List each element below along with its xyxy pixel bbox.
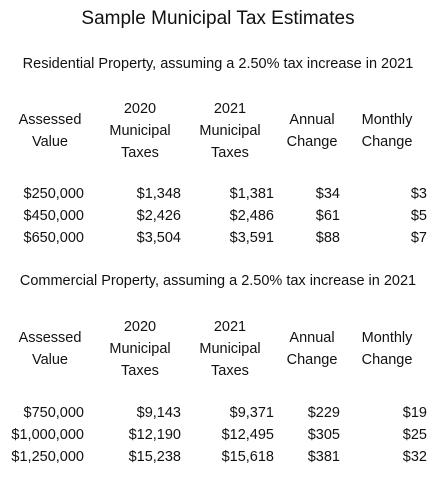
header-assessed-value: Assessed Value	[10, 109, 90, 153]
header-line: Value	[31, 352, 68, 368]
header-line: 2020	[123, 319, 157, 335]
assessed-value-cell: $650,000	[23, 230, 84, 246]
tax-2021-cell: $15,618	[221, 449, 274, 465]
assessed-value-cell: $450,000	[23, 208, 84, 224]
annual-change-cell: $229	[307, 405, 340, 421]
monthly-change-cell: $32	[402, 449, 427, 465]
monthly-change-cell: $19	[402, 405, 427, 421]
header-line: Municipal	[109, 341, 171, 357]
header-line: Taxes	[121, 363, 159, 379]
header-annual-change: Annual Change	[278, 327, 346, 371]
header-monthly-change: Monthly Change	[350, 327, 424, 371]
header-line: Assessed	[18, 112, 82, 128]
header-line: Change	[361, 352, 413, 368]
table-row: $750,000 $9,143 $9,371 $229 $19	[0, 402, 436, 424]
header-annual-change: Annual Change	[278, 109, 346, 153]
annual-change-cell: $61	[315, 208, 340, 224]
header-line: Municipal	[199, 341, 261, 357]
header-line: 2020	[123, 101, 157, 117]
header-line: Monthly	[361, 112, 413, 128]
table-row: $250,000 $1,348 $1,381 $34 $3	[0, 183, 436, 205]
table-row: $1,000,000 $12,190 $12,495 $305 $25	[0, 424, 436, 446]
assessed-value-cell: $1,000,000	[11, 427, 84, 443]
monthly-change-cell: $25	[402, 427, 427, 443]
header-assessed-value: Assessed Value	[10, 327, 90, 371]
tax-2021-cell: $1,381	[229, 186, 274, 202]
tax-2020-cell: $9,143	[136, 405, 181, 421]
page-title: Sample Municipal Tax Estimates	[81, 8, 355, 29]
annual-change-cell: $34	[315, 186, 340, 202]
header-line: Municipal	[199, 123, 261, 139]
monthly-change-cell: $5	[410, 208, 427, 224]
residential-section-heading: Residential Property, assuming a 2.50% t…	[22, 56, 414, 72]
header-line: Monthly	[361, 330, 413, 346]
header-line: 2021	[213, 319, 247, 335]
header-line: Change	[286, 352, 338, 368]
header-line: Annual	[289, 330, 335, 346]
tax-2021-cell: $2,486	[229, 208, 274, 224]
tax-2020-cell: $12,190	[128, 427, 181, 443]
header-line: Taxes	[211, 363, 249, 379]
monthly-change-cell: $3	[410, 186, 427, 202]
header-2020-taxes: 2020 Municipal Taxes	[98, 316, 182, 382]
header-line: Change	[286, 134, 338, 150]
header-2021-taxes: 2021 Municipal Taxes	[188, 98, 272, 164]
header-monthly-change: Monthly Change	[350, 109, 424, 153]
header-line: Value	[31, 134, 68, 150]
annual-change-cell: $88	[315, 230, 340, 246]
header-line: Change	[361, 134, 413, 150]
assessed-value-cell: $750,000	[23, 405, 84, 421]
header-line: Municipal	[109, 123, 171, 139]
annual-change-cell: $381	[307, 449, 340, 465]
monthly-change-cell: $7	[410, 230, 427, 246]
table-row: $650,000 $3,504 $3,591 $88 $7	[0, 227, 436, 249]
header-line: Taxes	[121, 145, 159, 161]
header-line: Assessed	[18, 330, 82, 346]
table-row: $450,000 $2,426 $2,486 $61 $5	[0, 205, 436, 227]
annual-change-cell: $305	[307, 427, 340, 443]
tax-2020-cell: $3,504	[136, 230, 181, 246]
commercial-section-heading: Commercial Property, assuming a 2.50% ta…	[19, 273, 417, 289]
table-row: $1,250,000 $15,238 $15,618 $381 $32	[0, 446, 436, 468]
header-line: 2021	[213, 101, 247, 117]
header-line: Taxes	[211, 145, 249, 161]
assessed-value-cell: $250,000	[23, 186, 84, 202]
tax-2021-cell: $12,495	[221, 427, 274, 443]
header-line: Annual	[289, 112, 335, 128]
tax-2020-cell: $2,426	[136, 208, 181, 224]
tax-2020-cell: $15,238	[128, 449, 181, 465]
header-2020-taxes: 2020 Municipal Taxes	[98, 98, 182, 164]
tax-2021-cell: $9,371	[229, 405, 274, 421]
tax-2021-cell: $3,591	[229, 230, 274, 246]
header-2021-taxes: 2021 Municipal Taxes	[188, 316, 272, 382]
tax-2020-cell: $1,348	[136, 186, 181, 202]
assessed-value-cell: $1,250,000	[11, 449, 84, 465]
